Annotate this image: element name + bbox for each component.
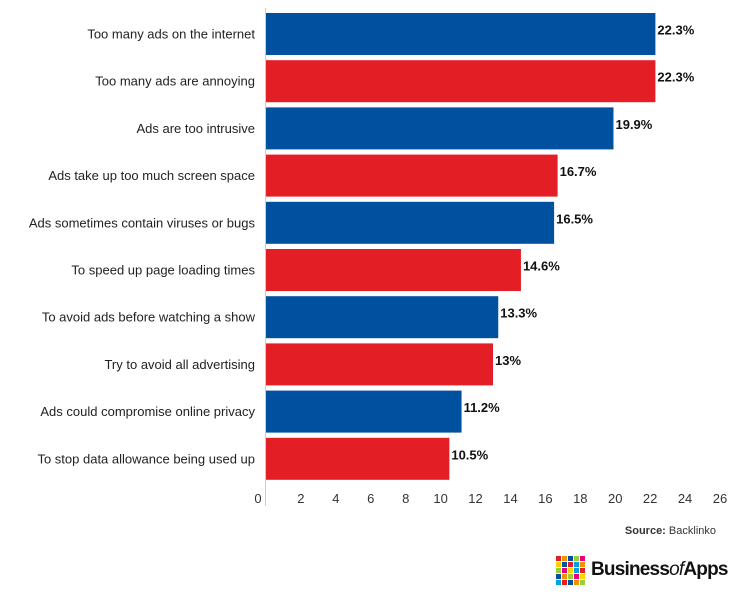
logo-square	[574, 567, 579, 573]
x-tick-label: 26	[713, 491, 727, 506]
logo-word-apps: Apps	[683, 559, 728, 580]
logo-square	[580, 555, 585, 561]
value-label: 14.6%	[523, 259, 560, 274]
category-label: Ads sometimes contain viruses or bugs	[29, 215, 256, 230]
logo-square	[562, 567, 567, 573]
source-label: Source:	[624, 525, 666, 537]
x-tick-label: 22	[643, 491, 657, 506]
value-label: 13%	[495, 353, 521, 368]
bars-layer: Too many ads on the internet 22.3%Too man…	[29, 13, 695, 480]
logo-grid-icon	[556, 555, 585, 585]
x-tick-label: 12	[468, 491, 482, 506]
value-label: 19.9%	[615, 117, 652, 132]
value-label: 13.3%	[500, 306, 537, 321]
logo-square	[568, 573, 573, 579]
logo-square	[556, 567, 561, 573]
bar-row: Ads sometimes contain viruses or bugs 16.…	[29, 201, 593, 244]
logo-square	[568, 567, 573, 573]
logo-square	[580, 561, 585, 567]
category-label: Try to avoid all advertising	[104, 357, 255, 372]
x-tick-label: 4	[332, 491, 339, 506]
bar	[266, 13, 656, 55]
logo-square	[556, 579, 561, 585]
x-tick-label: 8	[402, 491, 409, 506]
bar-row: To speed up page loading times 14.6%	[71, 249, 560, 291]
value-label: 11.2%	[464, 400, 501, 415]
bar-row: Too many ads are annoying 22.3%	[95, 60, 695, 103]
x-tick-label: 10	[433, 491, 447, 506]
logo-square	[574, 573, 579, 579]
logo-word-business: Business	[591, 559, 670, 580]
bar	[266, 343, 493, 386]
x-tick-label: 14	[503, 491, 517, 506]
bar-row: To avoid ads before watching a show 13.3%	[42, 296, 538, 339]
businessofapps-logo: BusinessofApps	[556, 553, 728, 587]
category-label: Ads are too intrusive	[136, 121, 255, 136]
logo-square	[580, 573, 585, 579]
x-tick-label: 24	[678, 491, 692, 506]
bar-row: Too many ads on the internet 22.3%	[87, 13, 695, 55]
bar	[266, 107, 614, 150]
bar-row: Ads are too intrusive 19.9%	[136, 107, 653, 150]
x-tick-label: 6	[367, 491, 374, 506]
category-label: Too many ads are annoying	[95, 74, 255, 89]
category-label: To stop data allowance being used up	[37, 451, 255, 466]
logo-square	[562, 561, 567, 567]
bar-row: Try to avoid all advertising 13%	[104, 343, 521, 386]
x-tick-label: 2	[297, 491, 304, 506]
logo-square	[556, 561, 561, 567]
logo-square	[580, 579, 585, 585]
value-label: 22.3%	[657, 23, 694, 38]
category-label: To speed up page loading times	[71, 263, 255, 278]
x-tick-label: 0	[254, 491, 261, 506]
x-tick-label: 18	[573, 491, 587, 506]
logo-square	[562, 579, 567, 585]
logo-square	[568, 579, 573, 585]
x-tick-label: 20	[608, 491, 622, 506]
logo-square	[574, 555, 579, 561]
logo-square	[574, 561, 579, 567]
source-note: Source: Backlinko	[625, 525, 716, 537]
bar	[266, 296, 499, 339]
bar-row: Ads take up too much screen space 16.7%	[48, 154, 597, 197]
logo-square	[556, 555, 561, 561]
category-label: Too many ads on the internet	[87, 27, 255, 42]
logo-square	[562, 573, 567, 579]
bar	[266, 60, 656, 103]
logo-square	[556, 573, 561, 579]
bar-row: Ads could compromise online privacy 11.2%	[40, 390, 501, 433]
value-label: 16.5%	[556, 211, 593, 226]
x-axis-ticks: 0 2 4 6 8 10 12 14 16 18 20 22 24 26	[254, 491, 727, 506]
bar	[266, 249, 521, 291]
value-label: 10.5%	[451, 447, 488, 462]
logo-square	[562, 555, 567, 561]
category-label: Ads could compromise online privacy	[40, 404, 255, 419]
bar-row: To stop data allowance being used up 10.5…	[37, 437, 489, 480]
logo-word-of: of	[669, 559, 684, 580]
logo-text: BusinessofApps	[591, 559, 728, 581]
bar-chart: Too many ads on the internet 22.3%Too man…	[29, 8, 727, 506]
bar	[266, 154, 558, 197]
bar	[266, 390, 462, 433]
bar	[266, 437, 450, 480]
category-label: To avoid ads before watching a show	[42, 310, 256, 325]
logo-square	[580, 567, 585, 573]
logo-square	[568, 561, 573, 567]
logo-square	[574, 579, 579, 585]
source-name: Backlinko	[668, 525, 716, 537]
bar	[266, 201, 555, 244]
logo-square	[568, 555, 573, 561]
value-label: 16.7%	[560, 164, 597, 179]
value-label: 22.3%	[657, 70, 694, 85]
category-label: Ads take up too much screen space	[48, 168, 255, 183]
x-tick-label: 16	[538, 491, 552, 506]
